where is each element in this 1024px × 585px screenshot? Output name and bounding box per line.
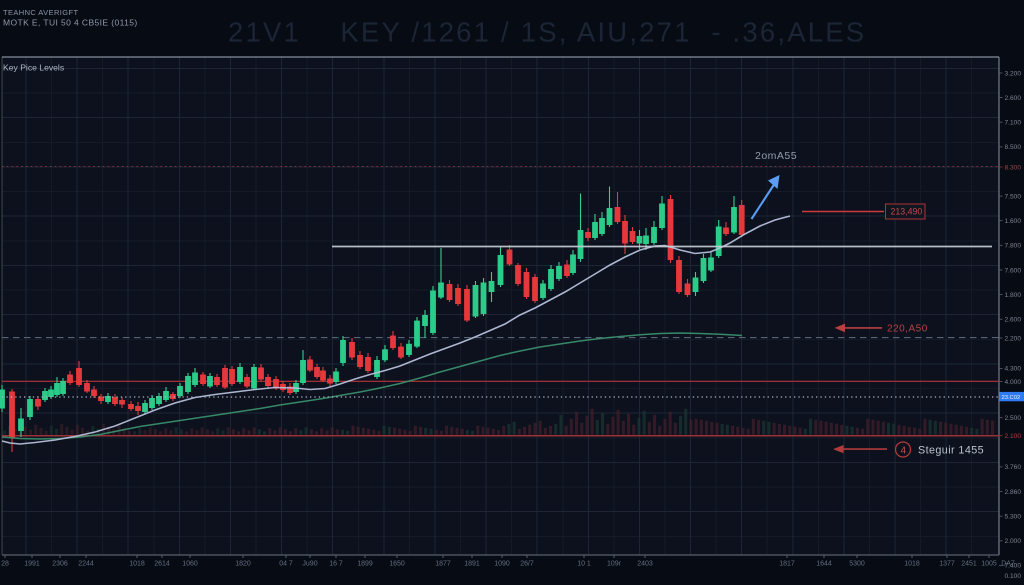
svg-text:3.760: 3.760	[1005, 464, 1022, 471]
svg-text:3.200: 3.200	[1005, 70, 1022, 77]
svg-text:7.800: 7.800	[1005, 243, 1022, 250]
svg-text:7.600: 7.600	[1005, 267, 1022, 274]
svg-text:4.300: 4.300	[1005, 366, 1022, 373]
svg-text:Steguir 1455: Steguir 1455	[918, 445, 984, 457]
svg-text:1060: 1060	[182, 561, 198, 568]
svg-text:21V1 KEY /1261 / 1S, AIU,27: 21V1 KEY /1261 / 1S, AIU,271 - .36,ALES	[228, 17, 866, 48]
svg-text:1991: 1991	[24, 561, 40, 568]
svg-text:2403: 2403	[637, 561, 653, 568]
svg-text:2451: 2451	[961, 561, 977, 568]
svg-text:28: 28	[1, 561, 9, 568]
svg-text:2244: 2244	[78, 561, 94, 568]
svg-text:213,490: 213,490	[891, 207, 923, 217]
svg-text:109r: 109r	[607, 561, 622, 568]
svg-text:1817: 1817	[779, 561, 795, 568]
svg-text:2.500: 2.500	[1005, 415, 1022, 422]
svg-text:2.600: 2.600	[1005, 95, 1022, 102]
svg-text:8.500: 8.500	[1005, 144, 1022, 151]
svg-text:1.800: 1.800	[1005, 292, 1022, 299]
svg-text:MOTK E, TUI 50 4 CB5IE (0115): MOTK E, TUI 50 4 CB5IE (0115)	[3, 18, 138, 28]
svg-text:7.500: 7.500	[1005, 193, 1022, 200]
svg-text:10 1: 10 1	[577, 561, 591, 568]
svg-text:0.100: 0.100	[1005, 573, 1022, 580]
svg-text:2614: 2614	[154, 561, 170, 568]
svg-text:2omA55: 2omA55	[755, 150, 797, 162]
svg-text:4: 4	[901, 446, 907, 457]
svg-text:2306: 2306	[52, 561, 68, 568]
svg-text:1018: 1018	[129, 561, 145, 568]
svg-text:26/7: 26/7	[520, 561, 534, 568]
svg-text:1877: 1877	[435, 561, 451, 568]
svg-text:1891: 1891	[464, 561, 480, 568]
svg-text:23.C02: 23.C02	[1002, 395, 1021, 401]
svg-text:1005: 1005	[981, 561, 997, 568]
svg-text:1.600: 1.600	[1005, 218, 1022, 225]
svg-text:1650: 1650	[389, 561, 405, 568]
svg-text:Key Pice Levels: Key Pice Levels	[3, 63, 64, 73]
svg-text:5.300: 5.300	[1005, 514, 1022, 521]
svg-text:1644: 1644	[816, 561, 832, 568]
svg-text:7.100: 7.100	[1005, 120, 1022, 127]
svg-text:2.200: 2.200	[1005, 335, 1022, 342]
svg-text:1377: 1377	[939, 561, 955, 568]
svg-text:TEAHNC AVERIGFT: TEAHNC AVERIGFT	[3, 8, 78, 17]
svg-text:4.000: 4.000	[1005, 379, 1022, 386]
svg-text:2.860: 2.860	[1005, 489, 1022, 496]
svg-text:5300: 5300	[849, 561, 865, 568]
svg-text:2.600: 2.600	[1005, 317, 1022, 324]
svg-text:220,A50: 220,A50	[887, 324, 928, 335]
svg-text:7.400: 7.400	[1005, 563, 1022, 570]
svg-text:1820: 1820	[235, 561, 251, 568]
svg-text:8.300: 8.300	[1005, 164, 1022, 171]
svg-text:1018: 1018	[904, 561, 920, 568]
svg-text:DA7: DA7	[1001, 561, 1015, 568]
svg-text:2.100: 2.100	[1005, 433, 1022, 440]
svg-text:2.000: 2.000	[1005, 538, 1022, 545]
svg-text:16 7: 16 7	[329, 561, 343, 568]
svg-text:04 7: 04 7	[279, 561, 293, 568]
svg-text:1899: 1899	[357, 561, 373, 568]
svg-text:1090: 1090	[494, 561, 510, 568]
svg-text:Ju90: Ju90	[302, 561, 317, 568]
